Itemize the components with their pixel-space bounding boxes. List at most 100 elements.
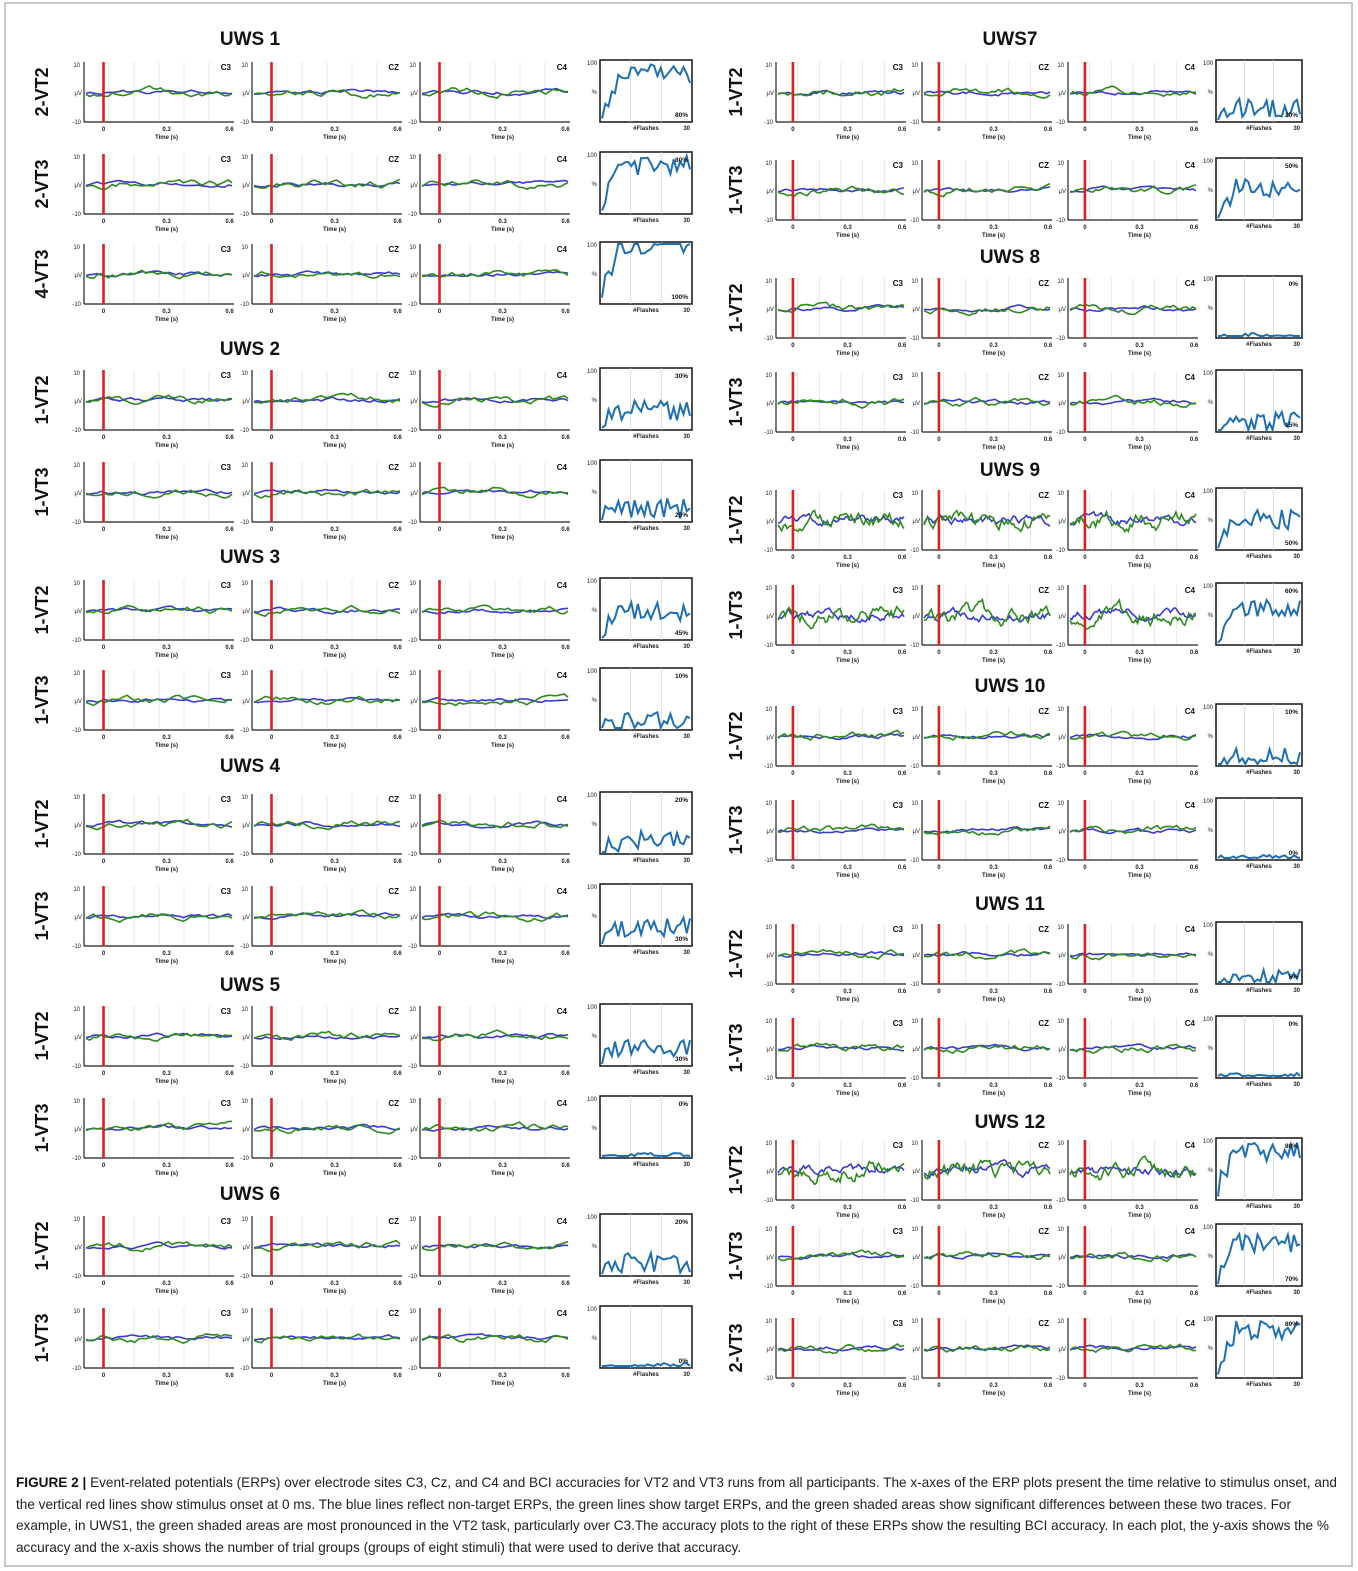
y-unit: % — [592, 1034, 598, 1040]
x-axis-label: #Flashes — [1246, 342, 1272, 348]
electrode-label: C3 — [893, 279, 904, 288]
y-unit: % — [1208, 518, 1214, 524]
x-tick-label: 0.6 — [898, 225, 907, 231]
erp-plot-c3: 10 μV -10 0 0.3 0.6 Time (s) C3 — [764, 1226, 907, 1305]
target-trace — [777, 1249, 905, 1262]
accuracy-frame — [599, 1095, 693, 1159]
y-unit: μV — [1059, 1169, 1066, 1175]
nontarget-trace — [777, 303, 905, 313]
x-tick-label: 0 — [102, 1071, 106, 1077]
electrode-label: CZ — [1038, 161, 1049, 170]
accuracy-plot: 100% #Flashes 30 45% — [587, 577, 693, 650]
x-tick-label: 0.3 — [162, 951, 171, 957]
x-tick-label: 0.6 — [393, 527, 402, 533]
y-tick-top: 100 — [1203, 1017, 1214, 1023]
x-axis-label: #Flashes — [1246, 1382, 1272, 1388]
y-tick-top: 10 — [765, 925, 772, 931]
x-tick-label: 0.6 — [393, 735, 402, 741]
x-tick-label: 0 — [937, 127, 941, 133]
x-tick-label: 0.6 — [898, 343, 907, 349]
y-tick-bottom: -10 — [240, 212, 249, 218]
nontarget-trace — [1069, 185, 1197, 193]
electrode-label: C4 — [1185, 1319, 1196, 1328]
x-tick-label: 0.6 — [1044, 989, 1053, 995]
y-tick-bottom: -10 — [910, 982, 919, 988]
run-label: 1-VT2 — [726, 929, 746, 978]
x-tick-label: 0.6 — [393, 859, 402, 865]
x-tick-label: 0.3 — [330, 735, 339, 741]
x-axis-label: Time (s) — [836, 135, 859, 141]
y-unit: μV — [243, 1245, 250, 1251]
x-tick-end: 30 — [683, 1070, 690, 1076]
erp-plot-cz: 10 μV -10 0 0.3 0.6 Time (s) CZ — [240, 886, 402, 965]
run-label: 1-VT2 — [726, 1145, 746, 1194]
erp-plot-c4: 10 μV -10 0 0.3 0.6 Time (s) C4 — [408, 462, 570, 541]
nontarget-trace — [85, 819, 233, 828]
erp-plot-c4: 10 μV -10 0 0.3 0.6 Time (s) C4 — [1056, 372, 1199, 451]
x-tick-label: 0 — [270, 1281, 274, 1287]
y-unit: μV — [767, 1347, 774, 1353]
x-axis-label: Time (s) — [1128, 997, 1151, 1003]
x-axis-label: Time (s) — [491, 443, 514, 449]
y-tick-bottom: -10 — [910, 1076, 919, 1082]
y-tick-top: 100 — [587, 1097, 598, 1103]
y-tick-bottom: -10 — [764, 764, 773, 770]
y-tick-top: 100 — [1203, 1225, 1214, 1231]
y-tick-bottom: -10 — [1056, 643, 1065, 649]
y-unit: μV — [1059, 189, 1066, 195]
x-axis-label: Time (s) — [1128, 351, 1151, 357]
target-trace — [253, 1333, 401, 1344]
x-tick-label: 0.3 — [843, 1205, 852, 1211]
y-unit: μV — [411, 699, 418, 705]
x-tick-end: 30 — [1293, 1290, 1300, 1296]
electrode-label: C4 — [557, 887, 568, 896]
accuracy-line — [1218, 409, 1301, 434]
target-trace — [1069, 1043, 1197, 1054]
y-unit: μV — [767, 1047, 774, 1053]
accuracy-line — [1218, 745, 1301, 767]
accuracy-plot: 100% #Flashes 30 80% — [1203, 1137, 1303, 1210]
erp-plot-cz: 10 μV -10 0 0.3 0.6 Time (s) CZ — [240, 462, 402, 541]
electrode-label: C4 — [557, 245, 568, 254]
electrode-label: CZ — [1038, 801, 1049, 810]
y-tick-bottom: -10 — [408, 1064, 417, 1070]
x-axis-label: #Flashes — [633, 126, 659, 132]
y-unit: % — [592, 182, 598, 188]
y-tick-top: 10 — [1057, 161, 1064, 167]
y-tick-top: 100 — [587, 1215, 598, 1221]
x-axis-label: Time (s) — [1128, 233, 1151, 239]
accuracy-value: 0% — [1289, 281, 1299, 288]
accuracy-plot: 100% #Flashes 30 0% — [587, 1305, 693, 1378]
x-tick-label: 0 — [102, 527, 106, 533]
x-tick-label: 0.3 — [162, 127, 171, 133]
x-tick-label: 0 — [1083, 1205, 1087, 1211]
x-tick-label: 0.3 — [989, 771, 998, 777]
electrode-label: C4 — [1185, 63, 1196, 72]
x-tick-label: 0 — [1083, 650, 1087, 656]
x-tick-label: 0.6 — [561, 645, 570, 651]
y-tick-top: 10 — [765, 1141, 772, 1147]
x-tick-label: 0 — [791, 1083, 795, 1089]
x-tick-label: 0.3 — [843, 127, 852, 133]
accuracy-plot: 100% #Flashes 30 0% — [1203, 275, 1303, 348]
target-trace — [421, 1333, 569, 1344]
target-trace — [1069, 184, 1197, 195]
x-axis-label: Time (s) — [836, 658, 859, 664]
x-axis-label: #Flashes — [633, 950, 659, 956]
x-tick-label: 0.3 — [162, 645, 171, 651]
run-label: 1-VT2 — [726, 67, 746, 116]
electrode-label: C3 — [221, 671, 232, 680]
x-tick-label: 0.6 — [898, 650, 907, 656]
y-tick-top: 100 — [587, 793, 598, 799]
y-unit: % — [1208, 400, 1214, 406]
erp-plot-c4: 10 μV -10 0 0.3 0.6 Time (s) C4 — [408, 62, 570, 141]
y-tick-top: 100 — [1203, 489, 1214, 495]
x-axis-label: #Flashes — [1246, 126, 1272, 132]
accuracy-line — [602, 827, 691, 854]
y-tick-bottom: -10 — [910, 858, 919, 864]
y-tick-top: 10 — [911, 63, 918, 69]
x-tick-label: 0 — [438, 735, 442, 741]
x-tick-label: 0.6 — [561, 309, 570, 315]
x-tick-end: 30 — [683, 644, 690, 650]
run-label: 2-VT2 — [32, 67, 52, 116]
